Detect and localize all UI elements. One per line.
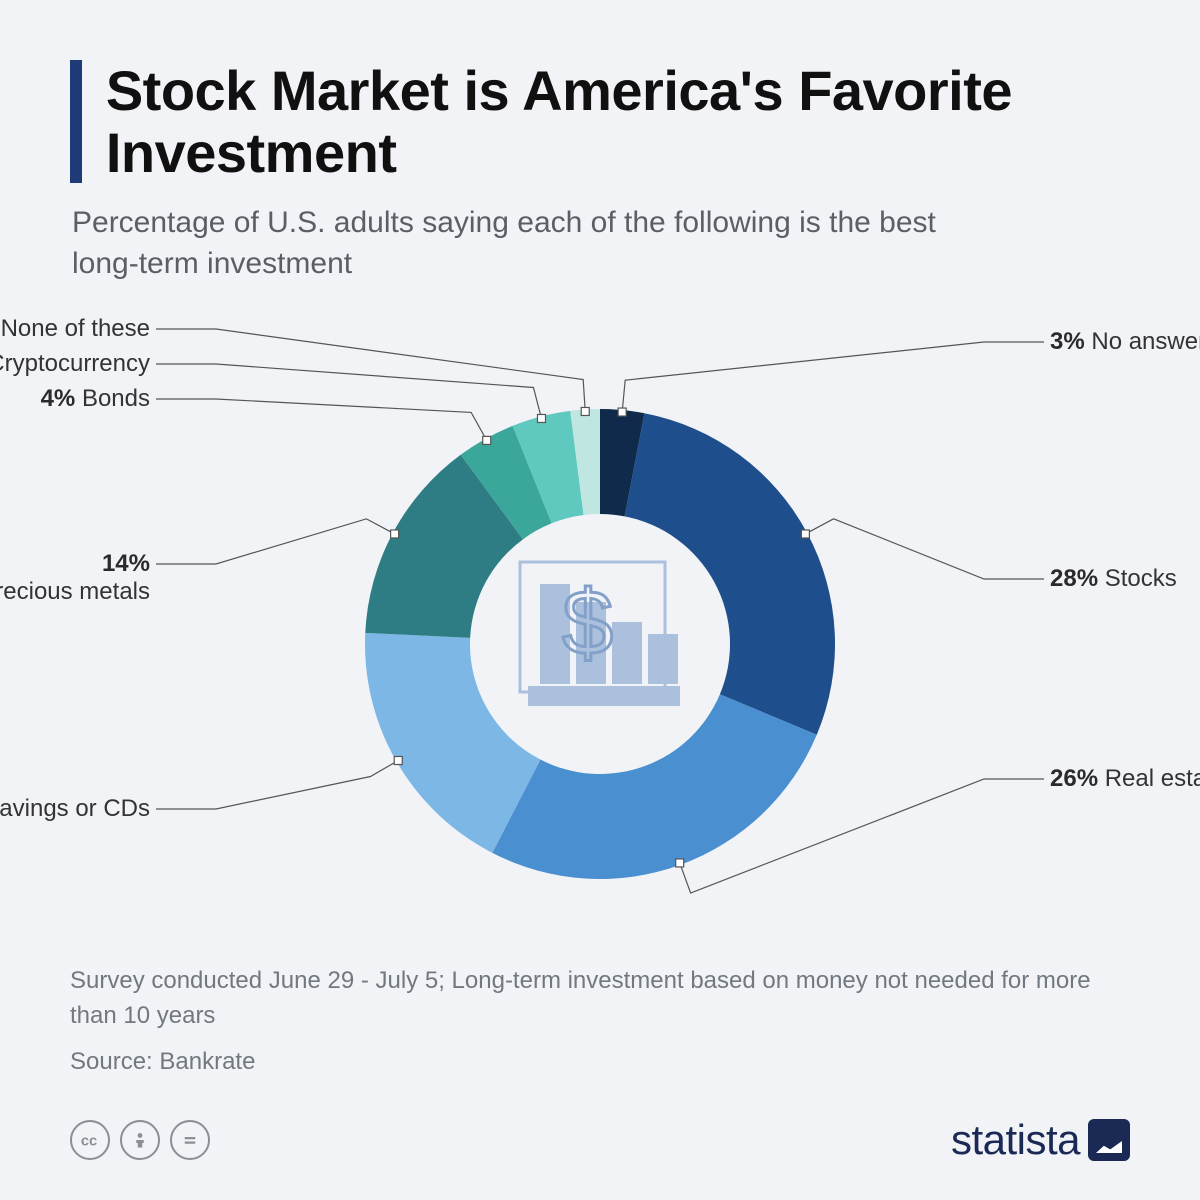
page-subtitle: Percentage of U.S. adults saying each of… bbox=[72, 203, 972, 284]
chart-footnote: Survey conducted June 29 - July 5; Long-… bbox=[70, 964, 1130, 1034]
slice-label: 28% Stocks bbox=[1050, 565, 1177, 593]
brand-logo: statista bbox=[951, 1116, 1130, 1164]
donut-slice bbox=[625, 413, 835, 735]
slice-label: 18% Cash, savings or CDs bbox=[0, 795, 150, 823]
slice-label: 26% Real estate bbox=[1050, 765, 1200, 793]
slice-label: 4% Cryptocurrency bbox=[0, 350, 150, 378]
donut-slice bbox=[492, 694, 816, 879]
title-accent-bar bbox=[70, 60, 82, 183]
footer: cc statista bbox=[70, 1116, 1130, 1164]
by-icon bbox=[120, 1120, 160, 1160]
nd-icon bbox=[170, 1120, 210, 1160]
brand-text: statista bbox=[951, 1116, 1080, 1164]
svg-text:cc: cc bbox=[81, 1134, 97, 1150]
slice-label: 3% No answer bbox=[1050, 328, 1200, 356]
brand-mark-icon bbox=[1088, 1119, 1130, 1161]
cc-icon: cc bbox=[70, 1120, 110, 1160]
cc-license-icons: cc bbox=[70, 1120, 210, 1160]
slice-label: 14%Gold/precious metals bbox=[0, 550, 150, 605]
source-label: Source: Bankrate bbox=[70, 1048, 1130, 1076]
slice-label: 2% None of these bbox=[0, 315, 150, 343]
donut-chart: $ 3% No answer28% Stocks26% Real estate1… bbox=[70, 314, 1130, 954]
page-title: Stock Market is America's Favorite Inves… bbox=[106, 60, 1130, 183]
slice-label: 4% Bonds bbox=[41, 385, 150, 413]
